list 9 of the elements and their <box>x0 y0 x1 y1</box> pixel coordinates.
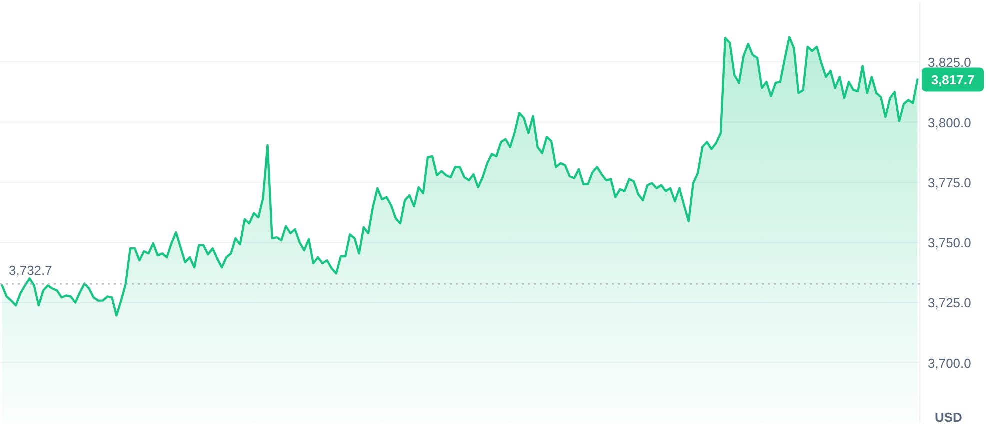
y-tick-label: 3,800.0 <box>928 115 972 130</box>
y-tick-label: 3,700.0 <box>928 356 972 371</box>
ref-line-label: 3,732.7 <box>9 263 52 278</box>
y-tick-label: 3,825.0 <box>928 55 972 70</box>
y-tick-label: 3,775.0 <box>928 175 972 190</box>
y-tick-label: 3,750.0 <box>928 236 972 251</box>
text: 3,817.7 <box>931 72 975 88</box>
y-tick-label: 3,725.0 <box>928 296 972 311</box>
y-axis-title: USD <box>935 410 962 425</box>
